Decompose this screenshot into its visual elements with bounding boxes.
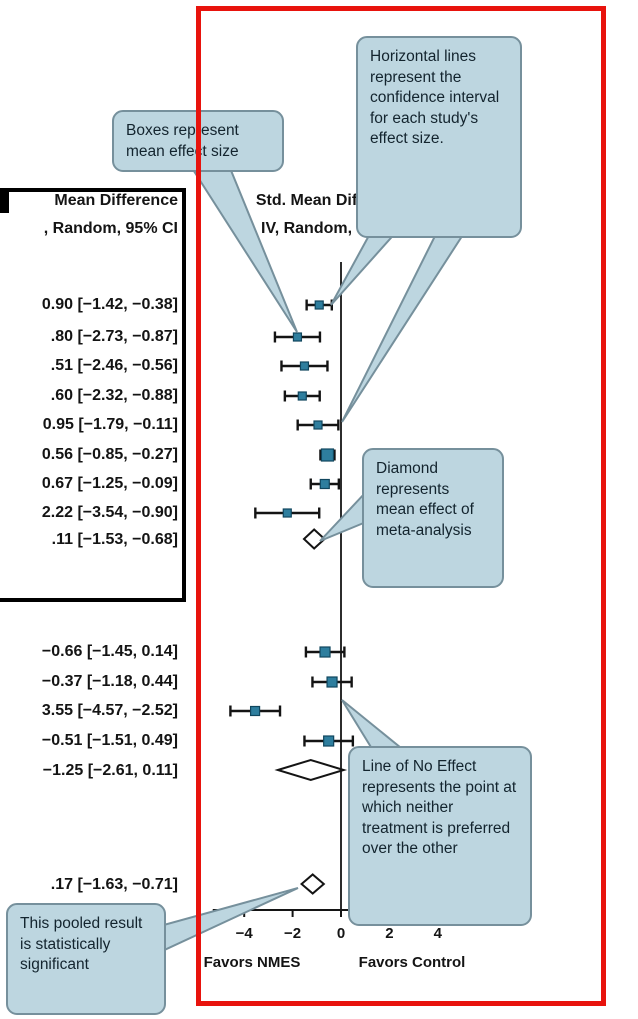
mean-effect-square xyxy=(319,646,331,658)
pooled-diamond xyxy=(302,528,327,550)
mean-effect-square xyxy=(323,735,335,747)
favors-left-label: Favors NMES xyxy=(203,954,301,971)
x-axis-tick-label: 0 xyxy=(337,925,345,942)
pooled-ci-text: .17 [−1.63, −0.71] xyxy=(50,876,178,893)
effect-size-column: 0.90 [−1.42, −0.38] .80 [−2.73, −0.87] .51… xyxy=(0,0,178,1019)
left-column-header-line1: Mean Difference xyxy=(54,192,178,209)
study-ci-text: 2.22 [−3.54, −0.90] xyxy=(41,504,178,521)
ci-callout: Horizontal lines represent the confidenc… xyxy=(356,36,522,238)
mean-effect-square xyxy=(292,332,303,342)
boxes-callout: Boxes represent mean effect size xyxy=(112,110,284,172)
mean-effect-square xyxy=(320,448,335,462)
mean-effect-square xyxy=(297,391,307,401)
diamond-callout: Diamond represents mean effect of meta-a… xyxy=(362,448,504,588)
mean-effect-square xyxy=(299,361,310,371)
study-ci-text: 0.67 [−1.25, −0.09] xyxy=(41,475,178,492)
study-ci-text: 3.55 [−4.57, −2.52] xyxy=(41,702,178,719)
pooled-ci-text: .11 [−1.53, −0.68] xyxy=(51,531,178,548)
mean-effect-square xyxy=(326,676,338,688)
mean-effect-square xyxy=(249,705,261,717)
favors-right-label: Favors Control xyxy=(358,954,466,971)
no-effect-callout: Line of No Effect represents the point a… xyxy=(348,746,532,926)
pooled-diamond xyxy=(300,873,326,895)
pooled-significant-callout: This pooled result is statistically sign… xyxy=(6,903,166,1015)
x-axis-tick-label: 4 xyxy=(434,925,443,942)
table-border-fragment xyxy=(0,188,9,213)
study-ci-text: 0.56 [−0.85, −0.27] xyxy=(41,446,178,463)
study-ci-text: .80 [−2.73, −0.87] xyxy=(50,328,178,345)
mean-effect-square xyxy=(282,508,292,518)
study-ci-text: −0.37 [−1.18, 0.44] xyxy=(41,673,178,690)
study-ci-text: 0.95 [−1.79, −0.11] xyxy=(42,416,178,433)
x-axis-tick-label: −2 xyxy=(284,925,301,942)
study-ci-text: −0.51 [−1.51, 0.49] xyxy=(41,732,178,749)
study-ci-text: .60 [−2.32, −0.88] xyxy=(50,387,178,404)
study-ci-text: .51 [−2.46, −0.56] xyxy=(50,357,178,374)
study-ci-text: −0.66 [−1.45, 0.14] xyxy=(41,643,178,660)
mean-effect-square xyxy=(319,478,330,490)
study-ci-text: 0.90 [−1.42, −0.38] xyxy=(41,296,178,313)
left-column-header-line2: , Random, 95% CI xyxy=(43,220,178,237)
x-axis-tick-label: 2 xyxy=(385,925,393,942)
pooled-ci-text: −1.25 [−2.61, 0.11] xyxy=(42,762,178,779)
pooled-diamond xyxy=(274,758,348,782)
x-axis-tick-label: −4 xyxy=(236,925,254,942)
mean-effect-square xyxy=(314,300,324,310)
mean-effect-square xyxy=(313,420,323,430)
stats-table-border xyxy=(0,188,186,602)
